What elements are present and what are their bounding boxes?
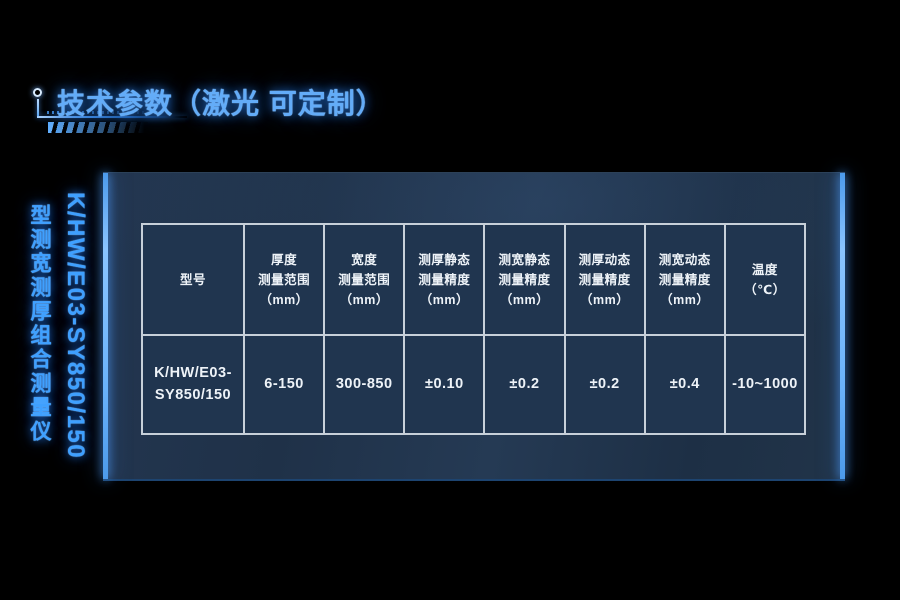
header-cell-thickness-range: 厚度 测量范围 （mm） xyxy=(242,223,326,336)
spec-table: 型号 厚度 测量范围 （mm） 宽度 测量范围 （mm） 测厚静态 测量精度 （… xyxy=(141,223,807,435)
panel-right-glow-edge xyxy=(840,173,845,479)
header-cell-width-range: 宽度 测量范围 （mm） xyxy=(323,223,406,336)
spec-table-data-row: K/HW/E03- SY850/150 6-150 300-850 ±0.10 … xyxy=(141,334,807,435)
cell-temperature: -10~1000 xyxy=(723,334,807,435)
panel-left-glow-edge xyxy=(103,173,108,479)
model-name-vertical: 型测宽测厚组合测量仪 xyxy=(28,204,51,444)
cell-width-static-accuracy: ±0.2 xyxy=(483,334,566,435)
model-code-vertical: K/HW/E03-SY850/150 xyxy=(62,192,89,460)
cell-thickness-range: 6-150 xyxy=(242,334,326,435)
title-block: 技术参数（激光 可定制） xyxy=(0,0,520,150)
cell-width-range: 300-850 xyxy=(323,334,406,435)
cell-thickness-dynamic-accuracy: ±0.2 xyxy=(563,334,646,435)
spec-panel: 型号 厚度 测量范围 （mm） 宽度 测量范围 （mm） 测厚静态 测量精度 （… xyxy=(103,172,845,481)
circle-marker-icon xyxy=(33,88,42,97)
title-connector-line xyxy=(37,99,39,117)
cell-thickness-static-accuracy: ±0.10 xyxy=(403,334,486,435)
cell-model: K/HW/E03- SY850/150 xyxy=(141,334,245,435)
model-vertical-label: 型测宽测厚组合测量仪 K/HW/E03-SY850/150 xyxy=(24,192,89,459)
header-cell-temperature: 温度 （℃） xyxy=(723,223,807,336)
title-dotted-line xyxy=(47,111,165,114)
cell-width-dynamic-accuracy: ±0.4 xyxy=(643,334,726,435)
title-hash-strips xyxy=(48,122,148,133)
header-cell-thickness-static-accuracy: 测厚静态 测量精度 （mm） xyxy=(403,223,486,336)
header-cell-width-dynamic-accuracy: 测宽动态 测量精度 （mm） xyxy=(643,223,726,336)
header-cell-width-static-accuracy: 测宽静态 测量精度 （mm） xyxy=(483,223,566,336)
page-title: 技术参数（激光 可定制） xyxy=(57,88,385,119)
header-cell-thickness-dynamic-accuracy: 测厚动态 测量精度 （mm） xyxy=(563,223,646,336)
header-cell-model: 型号 xyxy=(141,223,245,336)
title-underline xyxy=(37,116,187,118)
spec-table-header-row: 型号 厚度 测量范围 （mm） 宽度 测量范围 （mm） 测厚静态 测量精度 （… xyxy=(141,223,807,336)
